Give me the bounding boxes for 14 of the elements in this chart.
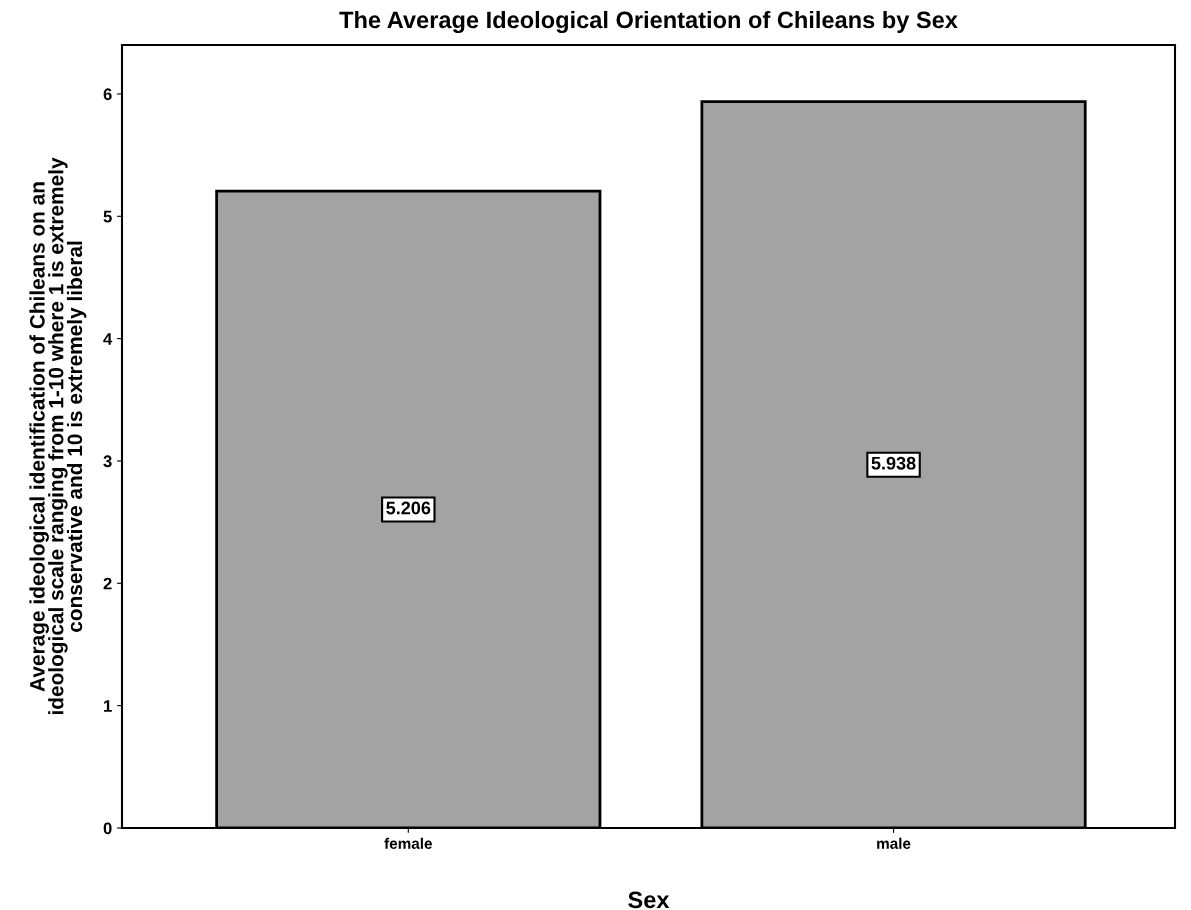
chart-title: The Average Ideological Orientation of Chileans by Sex bbox=[339, 10, 958, 34]
y-tick-label: 4 bbox=[103, 333, 113, 345]
y-tick-label: 2 bbox=[103, 577, 112, 590]
y-tick-label: 1 bbox=[104, 700, 112, 712]
y-axis-title: Average ideological identification of Chileans on an ideological scale ranging from 1-10 where 1 is extremely conservative and 10 is extremely liberal bbox=[29, 157, 87, 715]
x-tick-label: male bbox=[877, 837, 911, 849]
y-tick-label: 0 bbox=[103, 822, 112, 835]
data-label: 5.206 bbox=[386, 501, 431, 515]
x-axis-title: Sex bbox=[628, 891, 670, 909]
x-tick-label: female bbox=[384, 837, 432, 849]
data-label: 5.938 bbox=[871, 456, 916, 470]
y-tick-label: 5 bbox=[103, 210, 112, 223]
y-tick-label: 6 bbox=[103, 88, 112, 101]
y-tick-label: 3 bbox=[103, 455, 112, 468]
